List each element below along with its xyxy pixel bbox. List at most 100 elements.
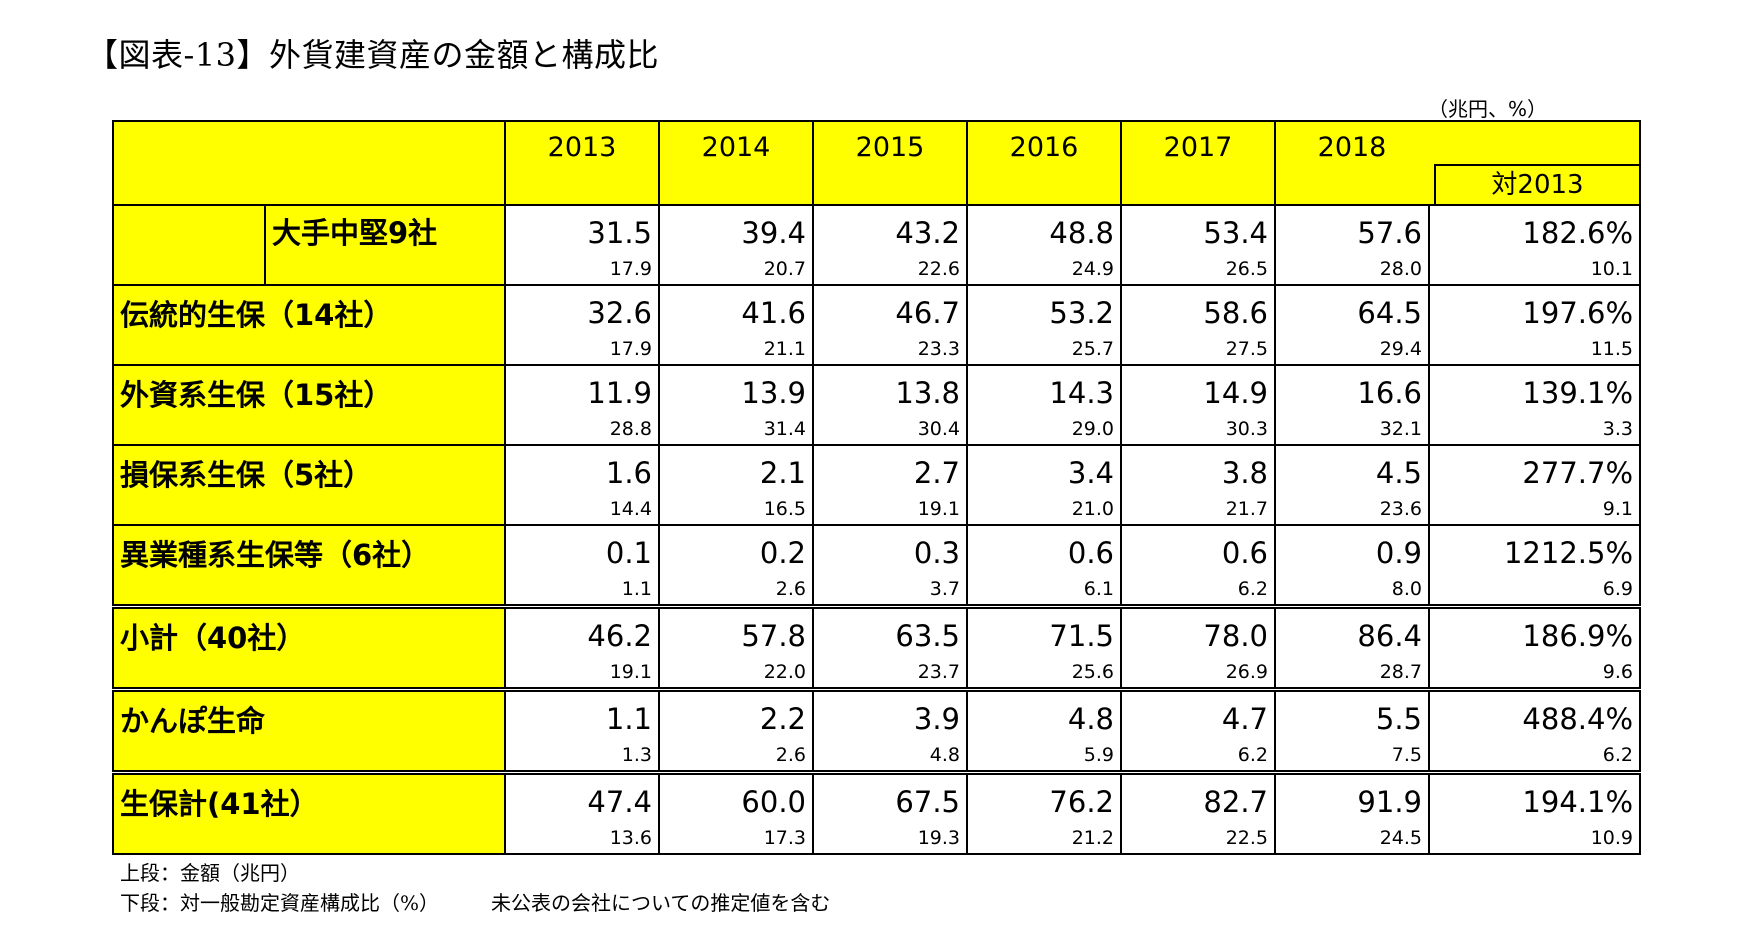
value-cell: 32.6 17.9 xyxy=(504,284,660,366)
share-value: 26.5 xyxy=(1225,258,1268,280)
share-value: 22.5 xyxy=(1225,827,1268,849)
value-cell: 4.5 23.6 xyxy=(1274,444,1430,526)
amount-value: 43.2 xyxy=(895,216,960,250)
value-cell: 14.3 29.0 xyxy=(966,364,1122,446)
header-year-cell: 2018 対2013 xyxy=(1274,120,1641,206)
share-value: 5.9 xyxy=(1083,744,1114,766)
share-value: 2.6 xyxy=(775,578,806,600)
value-cell: 0.6 6.2 xyxy=(1120,524,1276,608)
share-value: 27.5 xyxy=(1225,338,1268,360)
amount-value: 86.4 xyxy=(1357,619,1422,653)
share-value: 9.6 xyxy=(1602,661,1633,683)
value-cell: 0.2 2.6 xyxy=(658,524,814,608)
row-label-cell: 外資系生保（15社） xyxy=(112,364,506,446)
value-cell: 76.2 21.2 xyxy=(966,770,1122,855)
value-cell: 31.5 17.9 xyxy=(504,204,660,286)
table-row: 小計（40社） 46.2 19.1 57.8 22.0 63.5 23.7 71.5 2… xyxy=(112,604,1641,691)
amount-value: 78.0 xyxy=(1203,619,1268,653)
value-cell: 0.6 6.1 xyxy=(966,524,1122,608)
share-value: 17.9 xyxy=(609,258,652,280)
value-cell: 82.7 22.5 xyxy=(1120,770,1276,855)
table-row: 外資系生保（15社） 11.9 28.8 13.9 31.4 13.8 30.4 14… xyxy=(112,364,1641,446)
amount-value: 0.6 xyxy=(1067,536,1114,570)
value-cell: 46.2 19.1 xyxy=(504,604,660,691)
share-value: 1.1 xyxy=(621,578,652,600)
value-cell: 3.8 21.7 xyxy=(1120,444,1276,526)
value-cell: 63.5 23.7 xyxy=(812,604,968,691)
value-cell: 3.9 4.8 xyxy=(812,687,968,774)
share-value: 22.0 xyxy=(763,661,806,683)
amount-value: 41.6 xyxy=(741,296,806,330)
ratio-cell: 186.9% 9.6 xyxy=(1428,604,1641,691)
value-cell: 71.5 25.6 xyxy=(966,604,1122,691)
value-cell: 58.6 27.5 xyxy=(1120,284,1276,366)
share-value: 20.7 xyxy=(763,258,806,280)
value-cell: 39.4 20.7 xyxy=(658,204,814,286)
ratio-cell: 277.7% 9.1 xyxy=(1428,444,1641,526)
share-value: 7.5 xyxy=(1391,744,1422,766)
share-value: 10.1 xyxy=(1590,258,1633,280)
value-cell: 47.4 13.6 xyxy=(504,770,660,855)
value-cell: 60.0 17.3 xyxy=(658,770,814,855)
amount-value: 182.6% xyxy=(1522,216,1633,250)
value-cell: 2.2 2.6 xyxy=(658,687,814,774)
value-cell: 1.1 1.3 xyxy=(504,687,660,774)
amount-value: 3.4 xyxy=(1067,456,1114,490)
amount-value: 47.4 xyxy=(587,785,652,819)
amount-value: 11.9 xyxy=(587,376,652,410)
row-label-cell: 小計（40社） xyxy=(112,604,506,691)
share-value: 6.1 xyxy=(1083,578,1114,600)
amount-value: 82.7 xyxy=(1203,785,1268,819)
amount-value: 32.6 xyxy=(587,296,652,330)
amount-value: 46.2 xyxy=(587,619,652,653)
share-value: 25.6 xyxy=(1071,661,1114,683)
header-corner-cell xyxy=(112,120,506,206)
row-label-cell: 損保系生保（5社） xyxy=(112,444,506,526)
ratio-cell: 194.1% 10.9 xyxy=(1428,770,1641,855)
amount-value: 63.5 xyxy=(895,619,960,653)
share-value: 21.2 xyxy=(1071,827,1114,849)
ratio-cell: 139.1% 3.3 xyxy=(1428,364,1641,446)
ratio-cell: 488.4% 6.2 xyxy=(1428,687,1641,774)
value-cell: 16.6 32.1 xyxy=(1274,364,1430,446)
amount-value: 91.9 xyxy=(1357,785,1422,819)
units-label: （兆円、%） xyxy=(1428,97,1548,121)
amount-value: 13.8 xyxy=(895,376,960,410)
ratio-cell: 182.6% 10.1 xyxy=(1428,204,1641,286)
value-cell: 11.9 28.8 xyxy=(504,364,660,446)
value-cell: 67.5 19.3 xyxy=(812,770,968,855)
share-value: 17.9 xyxy=(609,338,652,360)
table-row: 伝統的生保（14社） 32.6 17.9 41.6 21.1 46.7 23.3 53… xyxy=(112,284,1641,366)
share-value: 24.5 xyxy=(1379,827,1422,849)
amount-value: 14.9 xyxy=(1203,376,1268,410)
share-value: 2.6 xyxy=(775,744,806,766)
share-value: 6.9 xyxy=(1602,578,1633,600)
footnote-line: 下段：対一般勘定資産構成比（%） 未公表の会社についての推定値を含む xyxy=(120,891,831,915)
amount-value: 53.4 xyxy=(1203,216,1268,250)
share-value: 14.4 xyxy=(609,498,652,520)
share-value: 21.7 xyxy=(1225,498,1268,520)
amount-value: 53.2 xyxy=(1049,296,1114,330)
table-row: 損保系生保（5社） 1.6 14.4 2.1 16.5 2.7 19.1 3.4 21.… xyxy=(112,444,1641,526)
data-table: 2013 2014 2015 2016 2017 2018 対2013 大手中堅… xyxy=(112,120,1641,855)
amount-value: 139.1% xyxy=(1522,376,1633,410)
row-label-cell: かんぽ生命 xyxy=(112,687,506,774)
footnotes: 上段：金額（兆円） 下段：対一般勘定資産構成比（%） 未公表の会社についての推定値… xyxy=(120,858,830,918)
value-cell: 91.9 24.5 xyxy=(1274,770,1430,855)
amount-value: 4.5 xyxy=(1375,456,1422,490)
header-year-cell: 2015 xyxy=(812,120,968,206)
header-year-cell: 2013 xyxy=(504,120,660,206)
amount-value: 58.6 xyxy=(1203,296,1268,330)
amount-value: 0.2 xyxy=(759,536,806,570)
amount-value: 277.7% xyxy=(1522,456,1633,490)
share-value: 17.3 xyxy=(763,827,806,849)
value-cell: 2.7 19.1 xyxy=(812,444,968,526)
amount-value: 0.3 xyxy=(913,536,960,570)
row-label-cell: 異業種系生保等（6社） xyxy=(112,524,506,608)
header-year-cell: 2014 xyxy=(658,120,814,206)
table-row: 大手中堅9社 31.5 17.9 39.4 20.7 43.2 22.6 48.8 24… xyxy=(112,204,1641,286)
value-cell: 43.2 22.6 xyxy=(812,204,968,286)
value-cell: 57.6 28.0 xyxy=(1274,204,1430,286)
ratio-cell: 1212.5% 6.9 xyxy=(1428,524,1641,608)
value-cell: 3.4 21.0 xyxy=(966,444,1122,526)
